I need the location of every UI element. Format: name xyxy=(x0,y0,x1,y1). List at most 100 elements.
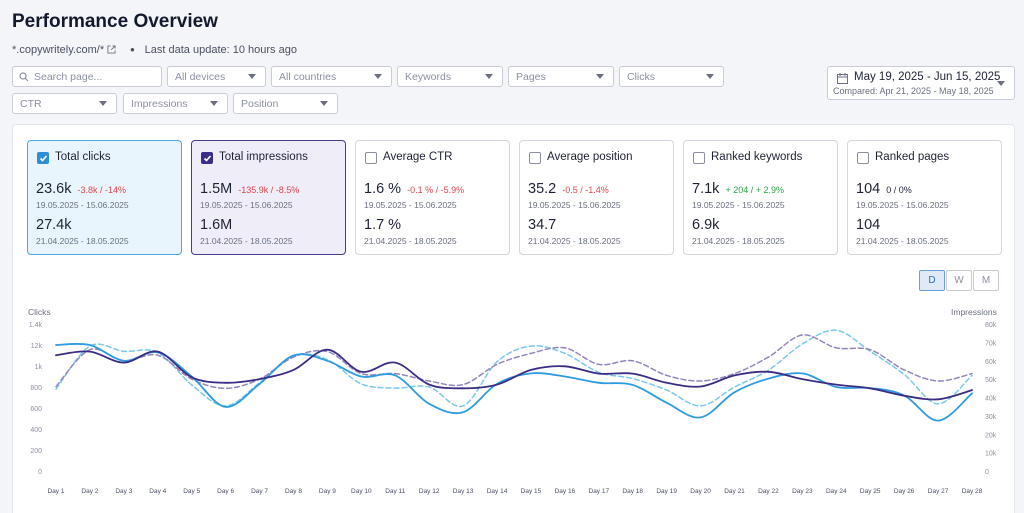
checkbox-ranked-keywords[interactable] xyxy=(693,152,705,164)
left-tick-label: 0 xyxy=(38,469,42,476)
metric-value: 1.6 % -0.1 % / -5.9% xyxy=(364,181,465,197)
checkbox-average-position[interactable] xyxy=(529,152,541,164)
checkbox-ranked-pages[interactable] xyxy=(857,152,869,164)
devices-dropdown[interactable]: All devices xyxy=(167,66,266,87)
metric-period: 19.05.2025 - 15.06.2025 xyxy=(200,200,293,210)
metric-prev-value: 34.7 xyxy=(528,217,557,233)
left-tick-label: 1k xyxy=(35,364,43,371)
right-axis-title: Impressions xyxy=(951,307,997,317)
countries-dropdown[interactable]: All countries xyxy=(271,66,392,87)
metric-value: 23.6k -3.8k / -14% xyxy=(36,181,127,197)
left-axis-title: Clicks xyxy=(28,307,51,317)
metric-card-average-ctr[interactable]: Average CTR 1.6 % -0.1 % / -5.9% 19.05.2… xyxy=(355,140,510,255)
metric-prev-value: 104 xyxy=(856,217,881,233)
metric-delta: -0.5 / -1.4% xyxy=(562,185,609,195)
checkbox-average-ctr[interactable] xyxy=(365,152,377,164)
x-tick-label: Day 18 xyxy=(622,488,643,495)
page-subtitle: *.copywritely.com/* • Last data update: … xyxy=(12,42,297,57)
metric-value: 1.5M -135.9k / -8.5% xyxy=(200,181,300,197)
x-tick-label: Day 16 xyxy=(555,488,576,495)
right-tick-label: 70k xyxy=(985,340,997,347)
checkbox-total-impressions[interactable] xyxy=(201,152,213,164)
right-tick-label: 10k xyxy=(985,451,997,458)
position-dropdown[interactable]: Position xyxy=(233,93,338,114)
metric-label: Ranked keywords xyxy=(711,151,803,163)
x-tick-label: Day 26 xyxy=(894,488,915,495)
metric-delta: -3.8k / -14% xyxy=(77,185,127,195)
metric-prev-period: 21.04.2025 - 18.05.2025 xyxy=(692,236,785,246)
x-tick-label: Day 15 xyxy=(521,488,542,495)
page-title: Performance Overview xyxy=(12,11,218,32)
right-tick-label: 50k xyxy=(985,377,997,384)
right-tick-label: 40k xyxy=(985,396,997,403)
right-tick-label: 20k xyxy=(985,432,997,439)
x-tick-label: Day 19 xyxy=(656,488,677,495)
x-tick-label: Day 11 xyxy=(385,488,405,495)
clicks-line xyxy=(55,342,973,422)
metric-period: 19.05.2025 - 15.06.2025 xyxy=(364,200,457,210)
metric-label: Ranked pages xyxy=(875,151,950,163)
x-tick-label: Day 23 xyxy=(792,488,813,495)
search-page-input[interactable]: Search page... xyxy=(12,66,162,87)
metric-period: 19.05.2025 - 15.06.2025 xyxy=(856,200,949,210)
metric-prev-value: 6.9k xyxy=(692,217,720,233)
keywords-dropdown[interactable]: Keywords xyxy=(397,66,503,87)
separator-dot: • xyxy=(130,42,135,57)
metric-prev-period: 21.04.2025 - 18.05.2025 xyxy=(36,236,129,246)
x-tick-label: Day 27 xyxy=(928,488,949,495)
x-tick-label: Day 17 xyxy=(589,488,610,495)
x-tick-label: Day 2 xyxy=(81,488,98,495)
external-link-icon[interactable] xyxy=(107,45,116,54)
clicks-dropdown[interactable]: Clicks xyxy=(619,66,724,87)
x-tick-label: Day 21 xyxy=(724,488,745,495)
compared-range-label: Compared: Apr 21, 2025 - May 18, 2025 xyxy=(833,86,994,96)
x-tick-label: Day 9 xyxy=(319,488,336,495)
left-tick-label: 1.4k xyxy=(29,322,43,329)
metric-card-ranked-pages[interactable]: Ranked pages 104 0 / 0% 19.05.2025 - 15.… xyxy=(847,140,1002,255)
pages-label: Pages xyxy=(516,70,546,83)
x-tick-label: Day 28 xyxy=(962,488,983,495)
granularity-week-button[interactable]: W xyxy=(946,270,972,291)
x-tick-label: Day 10 xyxy=(351,488,372,495)
impressions-dropdown[interactable]: Impressions xyxy=(123,93,228,114)
right-tick-label: 60k xyxy=(985,359,997,366)
left-tick-label: 400 xyxy=(30,427,42,434)
chevron-down-icon xyxy=(320,101,328,106)
x-tick-label: Day 24 xyxy=(826,488,847,495)
metric-card-total-impressions[interactable]: Total impressions 1.5M -135.9k / -8.5% 1… xyxy=(191,140,346,255)
x-tick-label: Day 13 xyxy=(453,488,474,495)
metric-period: 19.05.2025 - 15.06.2025 xyxy=(692,200,785,210)
metric-prev-period: 21.04.2025 - 18.05.2025 xyxy=(364,236,457,246)
x-tick-label: Day 4 xyxy=(149,488,166,495)
chevron-down-icon xyxy=(248,74,256,79)
pages-dropdown[interactable]: Pages xyxy=(508,66,614,87)
devices-label: All devices xyxy=(175,70,226,83)
x-tick-label: Day 5 xyxy=(183,488,200,495)
chevron-down-icon xyxy=(997,81,1005,86)
impressions-previous-line xyxy=(55,334,973,390)
metric-prev-period: 21.04.2025 - 18.05.2025 xyxy=(528,236,621,246)
checkbox-total-clicks[interactable] xyxy=(37,152,49,164)
left-tick-label: 800 xyxy=(30,385,42,392)
metric-value: 35.2 -0.5 / -1.4% xyxy=(528,181,609,197)
metric-card-total-clicks[interactable]: Total clicks 23.6k -3.8k / -14% 19.05.20… xyxy=(27,140,182,255)
left-tick-label: 12k xyxy=(31,343,43,350)
granularity-day-button[interactable]: D xyxy=(919,270,945,291)
ctr-dropdown[interactable]: CTR xyxy=(12,93,117,114)
metric-prev-value: 27.4k xyxy=(36,217,72,233)
metric-prev-value: 1.7 % xyxy=(364,217,402,233)
metric-value: 104 0 / 0% xyxy=(856,181,912,197)
x-tick-label: Day 12 xyxy=(419,488,440,495)
granularity-month-button[interactable]: M xyxy=(973,270,999,291)
x-tick-label: Day 8 xyxy=(285,488,302,495)
metric-card-average-position[interactable]: Average position 35.2 -0.5 / -1.4% 19.05… xyxy=(519,140,674,255)
x-tick-label: Day 20 xyxy=(690,488,711,495)
metric-label: Total clicks xyxy=(55,151,111,163)
metric-card-ranked-keywords[interactable]: Ranked keywords 7.1k + 204 / + 2.9% 19.0… xyxy=(683,140,838,255)
chevron-down-icon xyxy=(706,74,714,79)
domain-label: *.copywritely.com/* xyxy=(12,43,105,56)
right-tick-label: 0 xyxy=(985,469,989,476)
date-range-picker[interactable]: May 19, 2025 - Jun 15, 2025 Compared: Ap… xyxy=(827,66,1015,100)
metric-prev-value: 1.6M xyxy=(200,217,233,233)
